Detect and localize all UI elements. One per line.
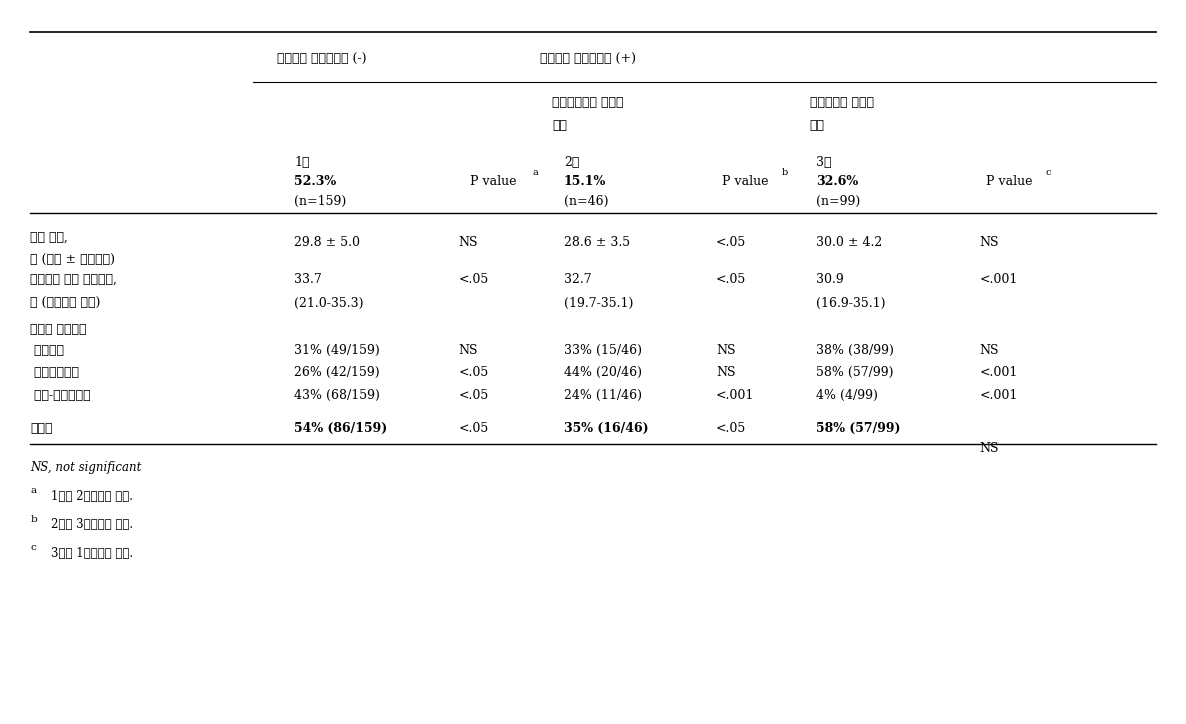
- Text: <.05: <.05: [716, 236, 746, 249]
- Text: 58% (57/99): 58% (57/99): [816, 366, 893, 379]
- Text: 2군: 2군: [563, 156, 579, 169]
- Text: 조직학적 융모양막염 (+): 조직학적 융모양막염 (+): [541, 53, 636, 66]
- Text: 30.9: 30.9: [816, 273, 843, 286]
- Text: 44% (20/46): 44% (20/46): [563, 366, 642, 379]
- Text: b: b: [782, 168, 788, 177]
- Text: 3군과 1군사이의 비교.: 3군과 1군사이의 비교.: [51, 547, 134, 560]
- Text: 융모탈락막 이외의: 융모탈락막 이외의: [810, 96, 874, 109]
- Text: <.05: <.05: [458, 422, 489, 435]
- Text: <.05: <.05: [458, 273, 489, 286]
- Text: 29.8 ± 5.0: 29.8 ± 5.0: [294, 236, 361, 249]
- Text: (21.0-35.3): (21.0-35.3): [294, 297, 364, 310]
- Text: b: b: [31, 515, 37, 523]
- Text: 세 (평균 ± 표준편차): 세 (평균 ± 표준편차): [31, 254, 115, 267]
- Text: 모체-태아적응증: 모체-태아적응증: [31, 389, 91, 402]
- Text: c: c: [31, 543, 36, 552]
- Text: (16.9-35.1): (16.9-35.1): [816, 297, 885, 310]
- Text: 경산부: 경산부: [31, 422, 53, 435]
- Text: 양수천자 당시 임신주수,: 양수천자 당시 임신주수,: [31, 273, 117, 286]
- Text: NS: NS: [980, 442, 1000, 455]
- Text: 조기진통: 조기진통: [31, 344, 64, 357]
- Text: 32.7: 32.7: [563, 273, 592, 286]
- Text: P value: P value: [986, 175, 1032, 188]
- Text: 15.1%: 15.1%: [563, 175, 606, 188]
- Text: 염증: 염증: [551, 119, 567, 132]
- Text: 1군과 2군사이의 비교.: 1군과 2군사이의 비교.: [51, 490, 134, 503]
- Text: <.05: <.05: [458, 389, 489, 402]
- Text: 28.6 ± 3.5: 28.6 ± 3.5: [563, 236, 630, 249]
- Text: NS: NS: [458, 236, 478, 249]
- Text: 산모 나이,: 산모 나이,: [31, 231, 69, 244]
- Text: <.001: <.001: [980, 366, 1018, 379]
- Text: 26% (42/159): 26% (42/159): [294, 366, 380, 379]
- Text: 조산의 원인질환: 조산의 원인질환: [31, 323, 87, 336]
- Text: NS, not significant: NS, not significant: [31, 461, 142, 474]
- Text: (n=99): (n=99): [816, 195, 860, 208]
- Text: <.001: <.001: [980, 389, 1018, 402]
- Text: NS: NS: [716, 366, 735, 379]
- Text: NS: NS: [980, 344, 1000, 357]
- Text: 융모탈락막에 국한된: 융모탈락막에 국한된: [551, 96, 624, 109]
- Text: 4% (4/99): 4% (4/99): [816, 389, 878, 402]
- Text: (19.7-35.1): (19.7-35.1): [563, 297, 633, 310]
- Text: <.05: <.05: [716, 273, 746, 286]
- Text: (n=46): (n=46): [563, 195, 608, 208]
- Text: 주 (정중값과 범위): 주 (정중값과 범위): [31, 297, 101, 310]
- Text: 1군: 1군: [294, 156, 310, 169]
- Text: P value: P value: [470, 175, 516, 188]
- Text: 24% (11/46): 24% (11/46): [563, 389, 642, 402]
- Text: 조직학적 융모양막염 (-): 조직학적 융모양막염 (-): [276, 53, 366, 66]
- Text: <.05: <.05: [458, 366, 489, 379]
- Text: 52.3%: 52.3%: [294, 175, 337, 188]
- Text: <.001: <.001: [980, 273, 1018, 286]
- Text: 조기양막파수: 조기양막파수: [31, 366, 79, 379]
- Text: 32.6%: 32.6%: [816, 175, 857, 188]
- Text: NS: NS: [716, 344, 735, 357]
- Text: 58% (57/99): 58% (57/99): [816, 422, 900, 435]
- Text: a: a: [31, 487, 37, 495]
- Text: 2군과 3군사이의 비교.: 2군과 3군사이의 비교.: [51, 518, 134, 531]
- Text: c: c: [1045, 168, 1051, 177]
- Text: (n=159): (n=159): [294, 195, 346, 208]
- Text: 33.7: 33.7: [294, 273, 321, 286]
- Text: 43% (68/159): 43% (68/159): [294, 389, 380, 402]
- Text: <.05: <.05: [716, 422, 746, 435]
- Text: a: a: [533, 168, 537, 177]
- Text: P value: P value: [722, 175, 769, 188]
- Text: 염증: 염증: [810, 119, 824, 132]
- Text: 31% (49/159): 31% (49/159): [294, 344, 380, 357]
- Text: 3군: 3군: [816, 156, 831, 169]
- Text: 33% (15/46): 33% (15/46): [563, 344, 642, 357]
- Text: NS: NS: [980, 236, 1000, 249]
- Text: 38% (38/99): 38% (38/99): [816, 344, 893, 357]
- Text: 54% (86/159): 54% (86/159): [294, 422, 388, 435]
- Text: 30.0 ± 4.2: 30.0 ± 4.2: [816, 236, 882, 249]
- Text: NS: NS: [458, 344, 478, 357]
- Text: <.001: <.001: [716, 389, 754, 402]
- Text: 35% (16/46): 35% (16/46): [563, 422, 649, 435]
